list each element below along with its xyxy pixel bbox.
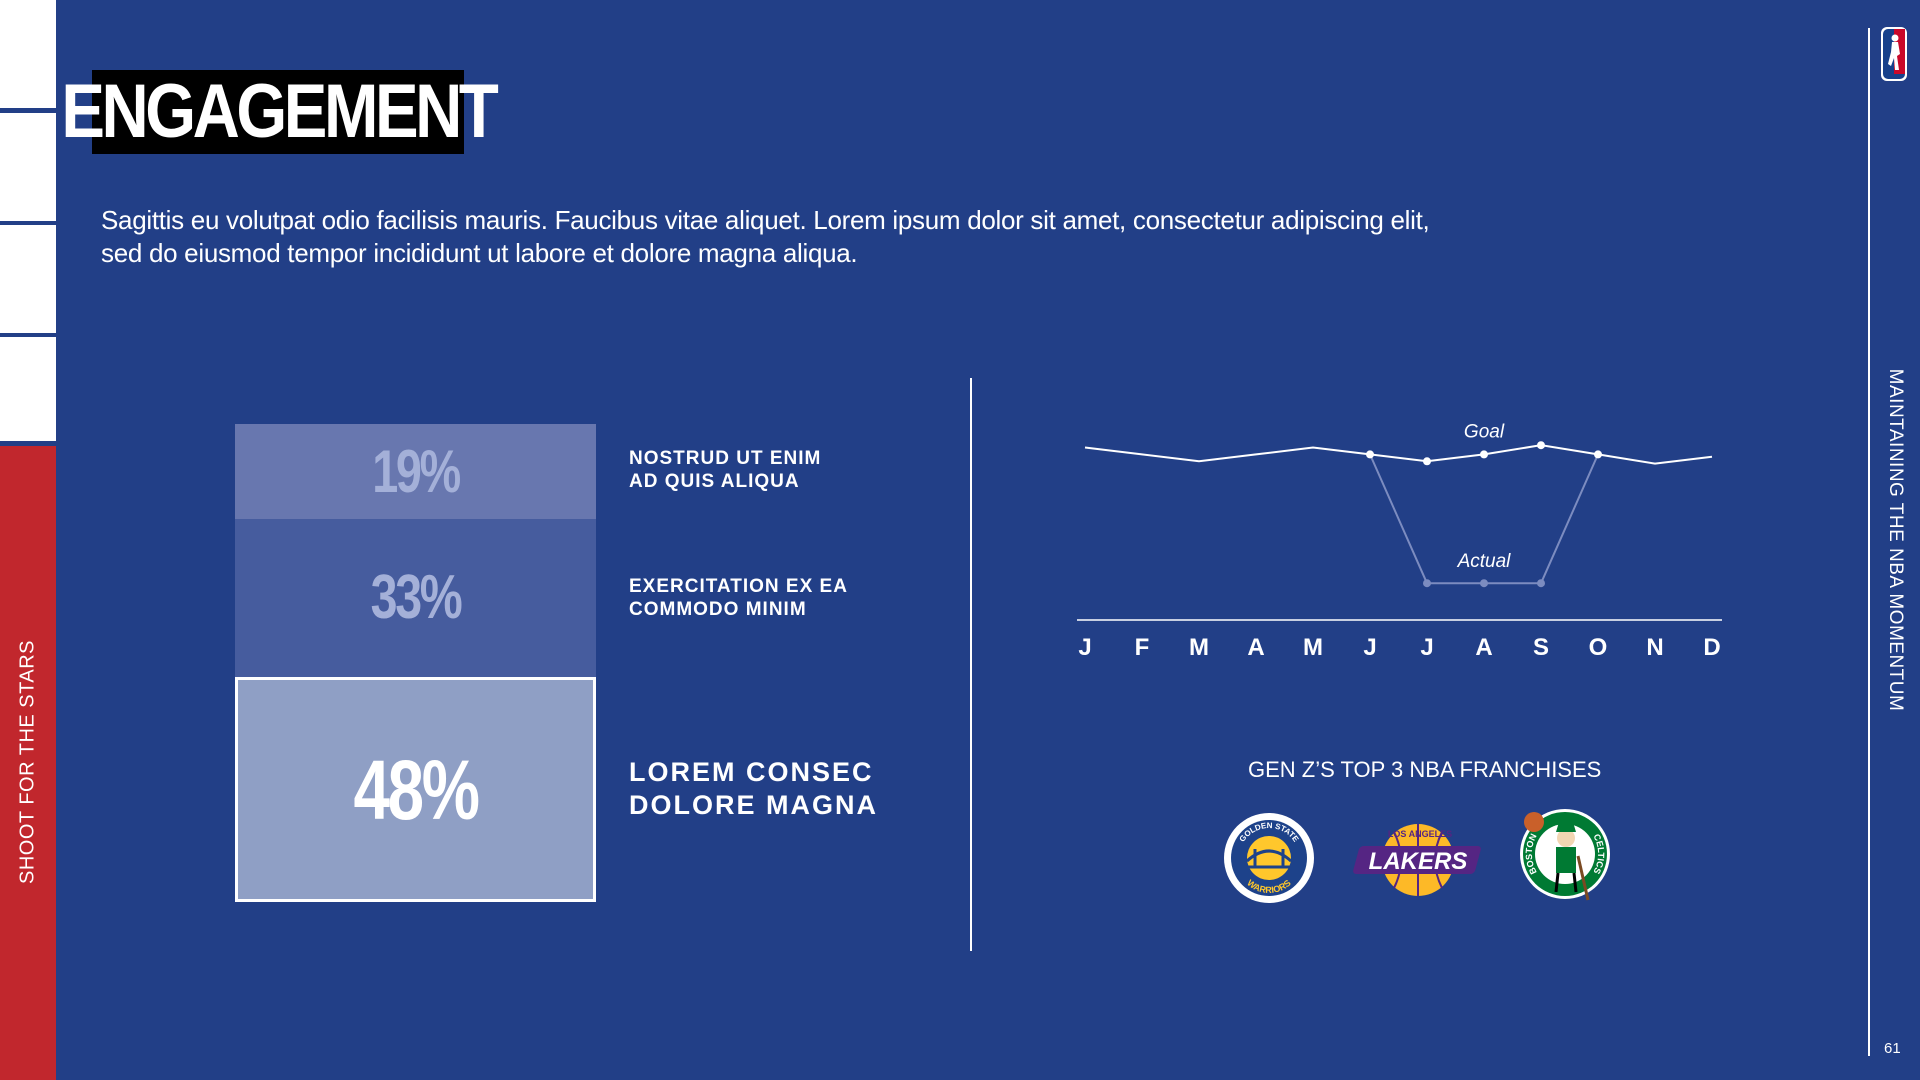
left-side-strip: SHOOT FOR THE STARS [0,0,56,1080]
series-line-goal [1084,444,1713,465]
stack-label-line: NOSTRUD UT ENIM [629,448,822,469]
data-point-goal [1537,441,1545,450]
page-title: ENGAGEMENT [60,69,498,154]
stack-label-highlight: LOREM CONSEC DOLORE MAGNA [629,756,878,822]
stack-label-line: LOREM CONSEC [629,757,874,787]
x-tick-label: M [1189,634,1209,661]
data-point-goal [1423,457,1431,466]
lakers-logo-icon: LOS ANGELES LAKERS [1353,824,1481,896]
right-rule [1868,28,1870,1056]
x-tick-label: S [1533,634,1549,661]
warriors-bottom-text: WARRIORS [1245,878,1293,895]
stack-label-line: EXERCITATION EX EA [629,576,848,597]
x-tick-label: O [1589,634,1608,661]
stack-box-19: 19% [235,424,596,519]
x-tick-label: D [1703,634,1720,661]
strip-segment [0,0,56,108]
data-point-goal [1594,450,1602,459]
page-number: 61 [1884,1040,1901,1057]
intro-line: Sagittis eu volutpat odio facilisis maur… [101,205,1430,235]
x-tick-label: J [1363,634,1376,661]
series-label-goal: Goal [1464,421,1505,442]
strip-segment [0,225,56,333]
data-point-goal [1480,450,1488,459]
stack-label: NOSTRUD UT ENIM AD QUIS ALIQUA [629,447,821,493]
x-tick-label: J [1420,634,1433,661]
x-tick-label: F [1135,634,1150,661]
nba-logo-icon [1881,27,1907,81]
data-point-goal [1366,450,1374,459]
center-divider [970,378,972,951]
x-tick-label: N [1646,634,1663,661]
lakers-top-text: LOS ANGELES [1388,829,1452,839]
strip-segment [0,113,56,221]
lakers-main-text: LAKERS [1369,848,1468,875]
left-vertical-label: SHOOT FOR THE STARS [16,640,39,884]
franchises-title: GEN Z’S TOP 3 NBA FRANCHISES [1248,757,1602,782]
x-tick-label: J [1078,634,1091,661]
page-title-box: ENGAGEMENT [61,70,498,154]
stack-label: EXERCITATION EX EA COMMODO MINIM [629,575,848,621]
celtics-left-text: BOSTON [1524,832,1539,876]
stack-label-line: COMMODO MINIM [629,599,807,620]
strip-red-segment [0,446,56,1080]
celtics-logo-icon: BOSTON CELTICS [1520,809,1610,901]
celtics-right-text: CELTICS [1591,832,1606,875]
data-point-actual [1423,579,1431,588]
warriors-logo-icon: GOLDEN STATE WARRIORS [1224,813,1314,903]
stack-label-line: DOLORE MAGNA [629,790,878,820]
x-tick-label: A [1475,634,1492,661]
intro-line: sed do eiusmod tempor incididunt ut labo… [101,238,858,268]
strip-segment [0,337,56,441]
right-vertical-label: MAINTAINING THE NBA MOMENTUM [1885,368,1906,712]
stack-box-48: 48% [235,677,596,902]
stack-value: 19% [372,437,461,505]
goal-vs-actual-line-chart: Goal Actual J F M A M J J A S O N D [1077,421,1722,661]
data-point-actual [1537,579,1545,588]
series-label-actual: Actual [1457,551,1512,572]
intro-text: Sagittis eu volutpat odio facilisis maur… [101,204,1541,270]
stack-label-line: AD QUIS ALIQUA [629,471,800,492]
stack-value: 48% [353,742,479,837]
stack-box-33: 33% [235,519,596,677]
data-point-actual [1480,579,1488,588]
stack-value: 33% [370,563,463,632]
x-tick-label: A [1247,634,1264,661]
x-tick-label: M [1303,634,1323,661]
